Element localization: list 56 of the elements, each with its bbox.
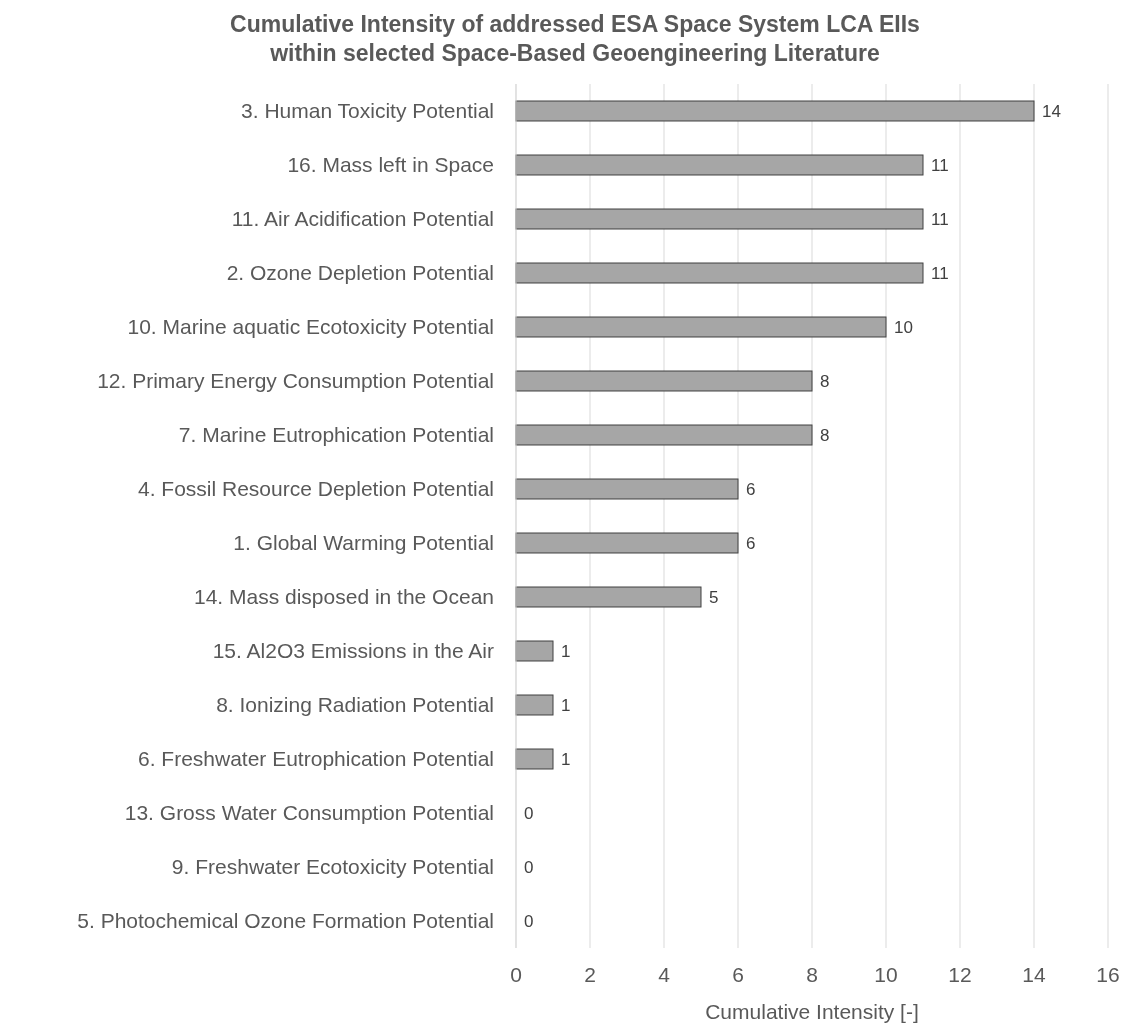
data-label: 11 [931,209,949,229]
bar [515,424,813,446]
y-tick-label: 6. Freshwater Eutrophication Potential [137,747,494,771]
bar [515,532,739,554]
y-tick-label: 9. Freshwater Ecotoxicity Potential [171,855,494,879]
bar [515,316,887,338]
bar [515,208,924,230]
bar [515,370,813,392]
data-label: 0 [524,803,534,823]
bar [515,640,554,662]
data-label: 6 [746,533,756,553]
bar [515,262,924,284]
x-tick-label: 14 [1022,963,1046,986]
y-tick-label: 11. Air Acidification Potential [231,207,494,231]
bar [515,100,1035,122]
y-tick-label: 16. Mass left in Space [287,153,494,177]
bar [515,154,924,176]
x-tick-label: 4 [658,963,671,986]
y-tick-label: 4. Fossil Resource Depletion Potential [137,477,494,501]
y-tick-label: 8. Ionizing Radiation Potential [216,693,494,717]
data-label: 6 [746,479,756,499]
x-tick-label: 16 [1096,963,1120,986]
x-tick-label: 10 [874,963,898,986]
y-tick-label: 14. Mass disposed in the Ocean [193,585,494,609]
data-label: 14 [1042,101,1061,121]
data-label: 11 [931,155,949,175]
data-label: 11 [931,263,949,283]
data-label: 8 [820,371,830,391]
data-label: 1 [561,695,571,715]
y-tick-label: 7. Marine Eutrophication Potential [178,423,494,447]
chart-title: Cumulative Intensity of addressed ESA Space System LCA EIIs within selected Space-Based Geoengineering Literature [230,11,920,66]
bar [515,478,739,500]
data-label: 0 [524,857,534,877]
y-tick-label: 1. Global Warming Potential [233,531,494,555]
data-label: 8 [820,425,830,445]
x-tick-label: 8 [806,963,818,986]
bar [515,586,702,608]
y-tick-label: 13. Gross Water Consumption Potential [124,801,494,825]
y-tick-label: 5. Photochemical Ozone Formation Potential [77,909,494,933]
x-axis-title: Cumulative Intensity [-] [705,1000,919,1023]
x-tick-label: 2 [584,963,596,986]
data-label: 10 [894,317,913,337]
bar [515,748,554,770]
bar [515,694,554,716]
x-tick-label: 6 [732,963,744,986]
y-tick-label: 15. Al2O3 Emissions in the Air [212,639,494,663]
y-tick-label: 10. Marine aquatic Ecotoxicity Potential [127,315,494,339]
y-tick-label: 2. Ozone Depletion Potential [226,261,494,285]
data-label: 1 [561,641,571,661]
y-tick-label: 12. Primary Energy Consumption Potential [97,369,494,393]
data-label: 5 [709,587,719,607]
x-tick-label: 12 [948,963,972,986]
x-tick-label: 0 [510,963,522,986]
data-label: 1 [561,749,571,769]
data-label: 0 [524,911,534,931]
y-tick-label: 3. Human Toxicity Potential [241,99,494,123]
